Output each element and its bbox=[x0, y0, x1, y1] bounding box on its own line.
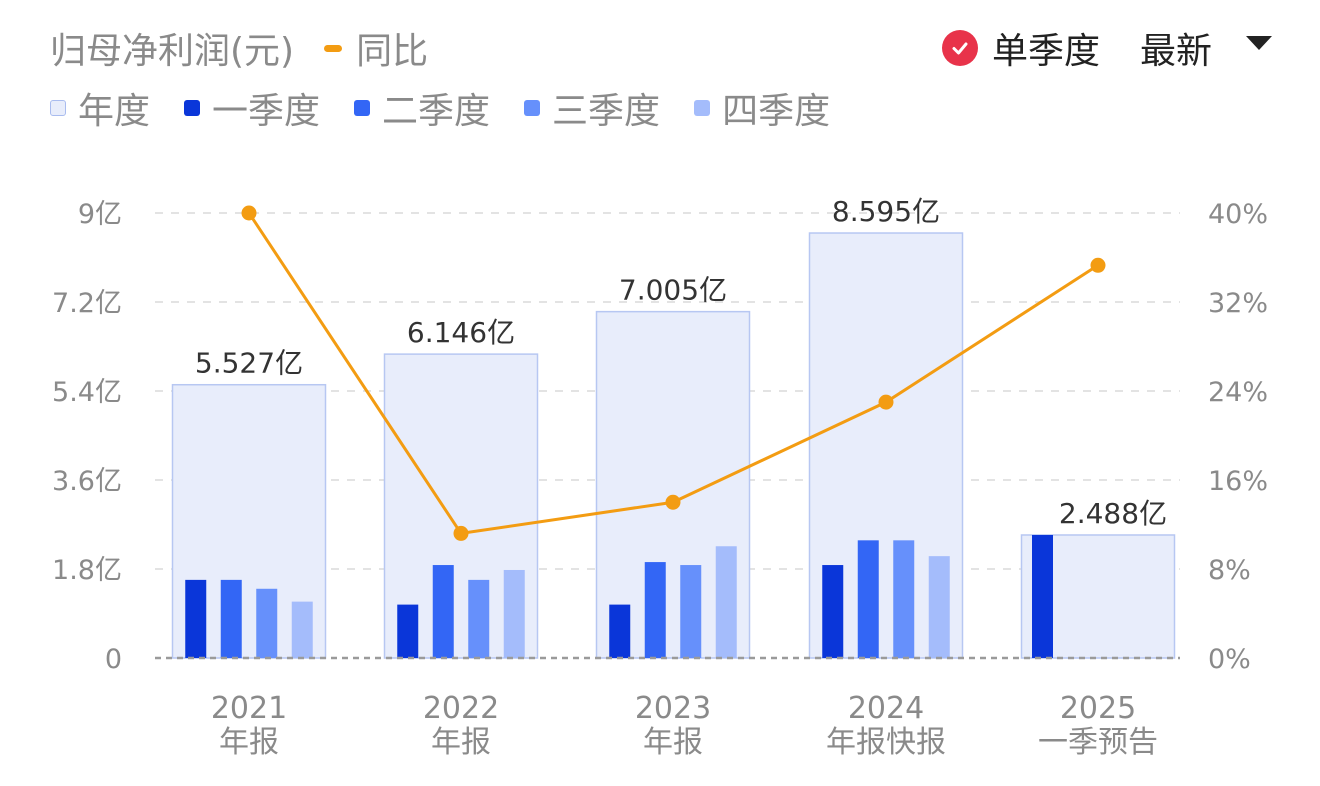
y-tick-label-left: 1.8亿 bbox=[52, 555, 122, 586]
yoy-point bbox=[665, 494, 681, 510]
x-category-report: 年报 bbox=[219, 725, 279, 760]
yoy-point bbox=[1090, 257, 1106, 273]
legend-label-q1: 一季度 bbox=[212, 91, 321, 132]
quarter-bar bbox=[291, 601, 313, 658]
quarter-bar bbox=[609, 604, 631, 658]
check-icon[interactable] bbox=[941, 30, 978, 66]
metric-label: 归母净利润(元) bbox=[50, 31, 295, 72]
legend-item-q1[interactable]: 一季度 bbox=[184, 82, 320, 134]
quarter-bar bbox=[680, 565, 702, 658]
x-category-year: 2021 bbox=[211, 691, 287, 726]
quarter-bar bbox=[220, 579, 242, 658]
quarter-bar bbox=[893, 540, 915, 658]
legend: 年度 一季度 二季度 三季度 四季度 bbox=[50, 82, 864, 134]
annual-value-label: 6.146亿 bbox=[407, 316, 515, 349]
legend-swatch-q1 bbox=[184, 100, 201, 116]
x-category-report: 年报快报 bbox=[826, 725, 946, 760]
single-quarter-toggle[interactable]: 单季度 bbox=[991, 31, 1100, 72]
annual-value-label: 7.005亿 bbox=[619, 274, 727, 307]
legend-swatch-q4 bbox=[694, 100, 711, 116]
yoy-point bbox=[241, 205, 257, 221]
y-tick-label-right: 16% bbox=[1208, 466, 1268, 497]
yoy-point bbox=[453, 525, 469, 541]
quarter-bar bbox=[715, 546, 737, 658]
legend-item-annual[interactable]: 年度 bbox=[50, 82, 150, 134]
annual-value-label: 8.595亿 bbox=[832, 195, 940, 228]
x-category-report: 一季预告 bbox=[1038, 725, 1158, 760]
legend-label-annual: 年度 bbox=[78, 91, 151, 132]
legend-label-q2: 二季度 bbox=[382, 91, 491, 132]
y-tick-label-left: 5.4亿 bbox=[52, 377, 122, 408]
yoy-point bbox=[878, 394, 894, 410]
x-category-report: 年报 bbox=[431, 725, 491, 760]
legend-swatch-q2 bbox=[354, 100, 371, 116]
annual-value-label: 5.527亿 bbox=[195, 347, 303, 380]
legend-swatch-annual bbox=[50, 100, 66, 116]
quarter-bar bbox=[256, 588, 278, 658]
yoy-legend-label: 同比 bbox=[356, 31, 429, 72]
legend-item-q2[interactable]: 二季度 bbox=[354, 82, 490, 134]
legend-item-q3[interactable]: 三季度 bbox=[524, 82, 660, 134]
quarter-bar bbox=[822, 565, 844, 658]
quarter-bar bbox=[644, 562, 666, 658]
chart-title: 归母净利润(元) 同比 bbox=[50, 22, 428, 74]
quarter-bar bbox=[185, 579, 207, 658]
x-category-report: 年报 bbox=[643, 725, 703, 760]
y-tick-label-left: 0 bbox=[105, 644, 122, 675]
annual-value-label: 2.488亿 bbox=[1059, 497, 1167, 530]
chart-controls: 单季度 最新 bbox=[941, 22, 1272, 74]
quarter-bar bbox=[432, 565, 454, 658]
x-category-year: 2025 bbox=[1060, 691, 1136, 726]
legend-item-q4[interactable]: 四季度 bbox=[694, 82, 830, 134]
y-tick-label-left: 9亿 bbox=[78, 199, 122, 230]
sort-dropdown[interactable]: 最新 bbox=[1139, 31, 1212, 72]
dropdown-arrow-icon[interactable] bbox=[1246, 36, 1272, 50]
y-tick-label-right: 8% bbox=[1208, 555, 1251, 586]
x-category-year: 2022 bbox=[423, 691, 499, 726]
legend-swatch-q3 bbox=[524, 100, 541, 116]
y-tick-label-left: 7.2亿 bbox=[52, 288, 122, 319]
yoy-line-swatch bbox=[324, 44, 343, 52]
x-category-year: 2024 bbox=[848, 691, 924, 726]
legend-label-q3: 三季度 bbox=[552, 91, 661, 132]
y-tick-label-right: 40% bbox=[1208, 199, 1268, 230]
x-category-year: 2023 bbox=[635, 691, 711, 726]
y-tick-label-right: 24% bbox=[1208, 377, 1268, 408]
quarter-bar bbox=[928, 556, 950, 658]
y-tick-label-left: 3.6亿 bbox=[52, 466, 122, 497]
quarter-bar bbox=[1032, 534, 1053, 658]
quarter-bar bbox=[503, 569, 525, 658]
y-tick-label-right: 32% bbox=[1208, 288, 1268, 319]
quarter-bar bbox=[468, 579, 490, 658]
quarter-bar bbox=[857, 540, 879, 658]
legend-label-q4: 四季度 bbox=[722, 91, 831, 132]
quarter-bar bbox=[397, 604, 419, 658]
y-tick-label-right: 0% bbox=[1208, 644, 1251, 675]
